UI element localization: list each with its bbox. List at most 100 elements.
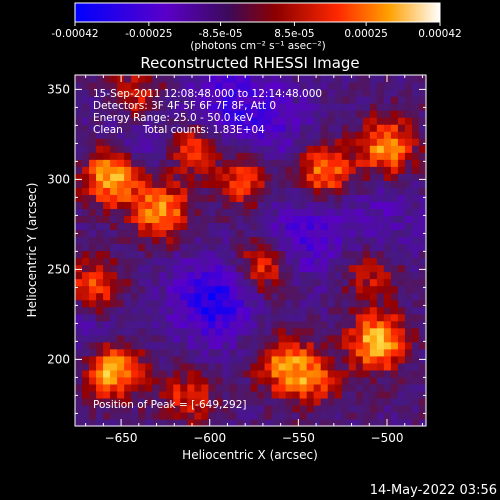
heatmap-cell [320,236,329,245]
heatmap-cell [355,82,364,90]
heatmap-cell [341,306,350,315]
heatmap-cell [187,145,195,153]
heatmap-cell [159,404,167,413]
heatmap-cell [124,243,132,252]
heatmap-cell [264,334,273,343]
heatmap-cell [75,110,83,118]
heatmap-cell [390,327,399,336]
heatmap-cell [222,418,231,427]
heatmap-cell [110,299,118,308]
heatmap-cell [110,89,118,97]
heatmap-cell [306,75,315,83]
heatmap-cell [383,250,392,259]
heatmap-cell [124,355,132,364]
heatmap-cell [110,124,118,132]
heatmap-cell [355,124,364,132]
heatmap-cell [362,236,371,245]
heatmap-cell [327,285,336,294]
heatmap-cell [208,194,216,202]
heatmap-cell [194,313,202,322]
heatmap-cell [159,222,167,231]
heatmap-cell [362,257,371,266]
heatmap-cell [82,362,90,371]
heatmap-cell [362,334,371,343]
heatmap-cell [369,299,378,308]
heatmap-cell [201,138,209,146]
heatmap-cell [103,362,111,371]
heatmap-cell [180,264,188,273]
heatmap-cell [355,264,364,273]
heatmap-cell [411,355,420,364]
heatmap-cell [383,194,392,202]
heatmap-cell [138,292,146,301]
heatmap-cell [348,334,357,343]
heatmap-cell [264,369,273,378]
heatmap-cell [390,96,399,104]
heatmap-cell [159,82,167,90]
heatmap-cell [166,285,174,294]
heatmap-cell [278,145,287,153]
heatmap-cell [103,222,111,231]
heatmap-cell [243,306,252,315]
heatmap-cell [390,117,399,125]
heatmap-cell [418,180,427,188]
heatmap-cell [215,264,224,273]
heatmap-cell [355,229,364,238]
heatmap-cell [348,124,357,132]
heatmap-image [75,75,427,427]
heatmap-cell [376,215,385,224]
heatmap-cell [75,75,83,83]
heatmap-cell [187,292,195,301]
heatmap-cell [320,131,329,139]
heatmap-cell [243,222,252,231]
heatmap-cell [138,285,146,294]
heatmap-cell [166,313,174,322]
heatmap-cell [383,404,392,413]
heatmap-cell [327,390,336,399]
heatmap-cell [320,327,329,336]
heatmap-cell [292,152,301,160]
heatmap-cell [131,110,139,118]
heatmap-cell [418,418,427,427]
heatmap-cell [229,313,238,322]
heatmap-cell [222,257,231,266]
heatmap-cell [292,313,301,322]
heatmap-cell [208,250,216,259]
heatmap-cell [264,152,273,160]
heatmap-cell [411,404,420,413]
heatmap-cell [110,250,118,259]
heatmap-cell [138,75,146,83]
heatmap-cell [194,404,202,413]
heatmap-cell [390,194,399,202]
heatmap-cell [131,404,139,413]
heatmap-cell [208,362,216,371]
heatmap-cell [159,278,167,287]
heatmap-cell [187,236,195,245]
heatmap-cell [418,285,427,294]
heatmap-cell [376,243,385,252]
heatmap-cell [96,327,104,336]
heatmap-cell [369,145,378,153]
heatmap-cell [236,355,245,364]
heatmap-cell [257,369,266,378]
heatmap-cell [362,320,371,329]
heatmap-cell [180,222,188,231]
heatmap-cell [89,229,97,238]
heatmap-cell [166,271,174,280]
heatmap-cell [271,124,280,132]
heatmap-cell [187,222,195,231]
heatmap-cell [383,152,392,160]
heatmap-cell [180,355,188,364]
heatmap-cell [243,243,252,252]
heatmap-cell [159,117,167,125]
heatmap-cell [397,89,406,97]
heatmap-cell [355,285,364,294]
heatmap-cell [390,397,399,406]
heatmap-cell [341,285,350,294]
heatmap-cell [124,166,132,174]
heatmap-cell [187,243,195,252]
heatmap-cell [257,334,266,343]
heatmap-cell [229,243,238,252]
heatmap-cell [215,173,224,181]
